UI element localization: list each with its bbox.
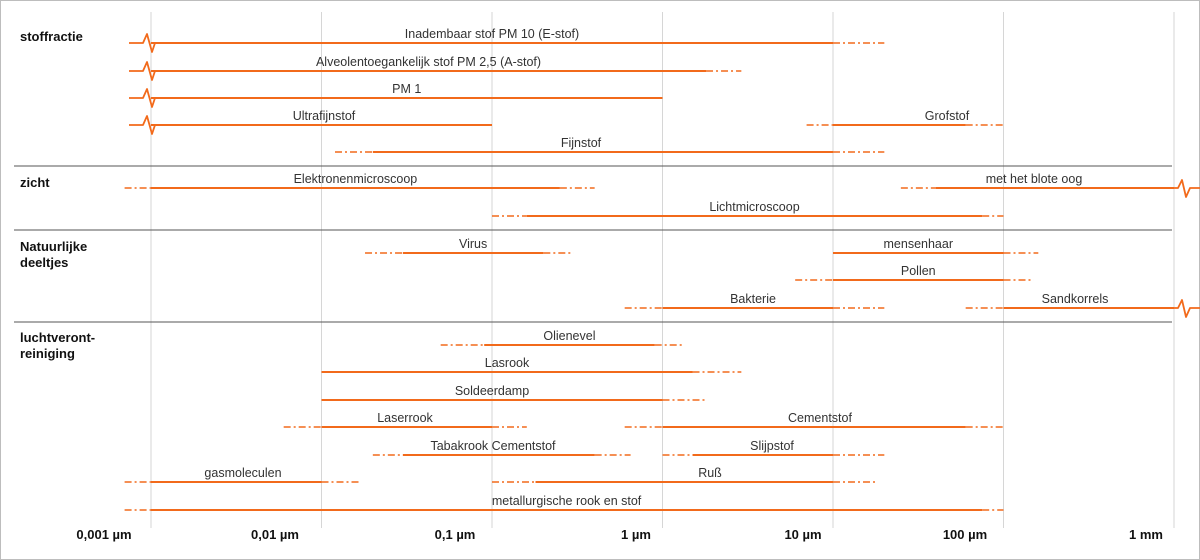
range-1-1-label: met het blote oog <box>986 172 1083 186</box>
category-luchtverontreiniging: luchtveront-reiniging <box>20 330 96 361</box>
range-0-2-break-left <box>129 88 157 108</box>
range-2-3-label: Bakterie <box>730 292 776 306</box>
range-0-0-break-left <box>129 33 157 53</box>
x-tick-1: 0,01 µm <box>251 527 299 542</box>
range-3-5-label: Tabakrook Cementstof <box>430 439 556 453</box>
category-stoffractie: stoffractie <box>20 29 83 44</box>
x-tick-2: 0,1 µm <box>434 527 476 542</box>
range-0-0-label: Inadembaar stof PM 10 (E-stof) <box>405 27 579 41</box>
range-0-5-label: Fijnstof <box>561 136 602 150</box>
range-1-1-break-right <box>1172 179 1200 198</box>
x-tick-5: 100 µm <box>942 527 988 542</box>
range-3-6-label: Slijpstof <box>750 439 794 453</box>
range-0-2-label: PM 1 <box>392 82 421 96</box>
category-zicht: zicht <box>20 175 50 190</box>
range-2-4-label: Sandkorrels <box>1042 292 1109 306</box>
range-3-4-label: Cementstof <box>788 411 852 425</box>
range-0-1-label: Alveolentoegankelijk stof PM 2,5 (A-stof… <box>316 55 541 69</box>
category-natuurlijke-deeltjes: Natuurlijke deeltjes <box>20 239 88 270</box>
range-3-1-label: Lasrook <box>485 356 530 370</box>
range-0-1-break-left <box>129 61 157 81</box>
range-3-0-label: Olienevel <box>543 329 595 343</box>
x-tick-3: 1 µm <box>621 527 651 542</box>
x-tick-0: 0,001 µm <box>76 527 132 542</box>
range-1-2-label: Lichtmicroscoop <box>709 200 799 214</box>
range-3-9-label: metallurgische rook en stof <box>492 494 642 508</box>
range-1-0-label: Elektronenmicroscoop <box>294 172 418 186</box>
range-2-1-label: mensenhaar <box>884 237 954 251</box>
x-tick-6: 1 mm <box>1129 527 1163 542</box>
range-3-3-label: Laserrook <box>377 411 433 425</box>
range-0-4-label: Grofstof <box>925 109 970 123</box>
range-2-0-label: Virus <box>459 237 487 251</box>
range-3-8-label: Ruß <box>698 466 722 480</box>
range-2-4-break-right <box>1172 299 1200 318</box>
range-2-2-label: Pollen <box>901 264 936 278</box>
range-0-3-label: Ultrafijnstof <box>293 109 356 123</box>
x-tick-4: 10 µm <box>784 527 822 542</box>
range-0-3-break-left <box>129 115 157 135</box>
range-3-2-label: Soldeerdamp <box>455 384 529 398</box>
range-3-7-label: gasmoleculen <box>204 466 281 480</box>
